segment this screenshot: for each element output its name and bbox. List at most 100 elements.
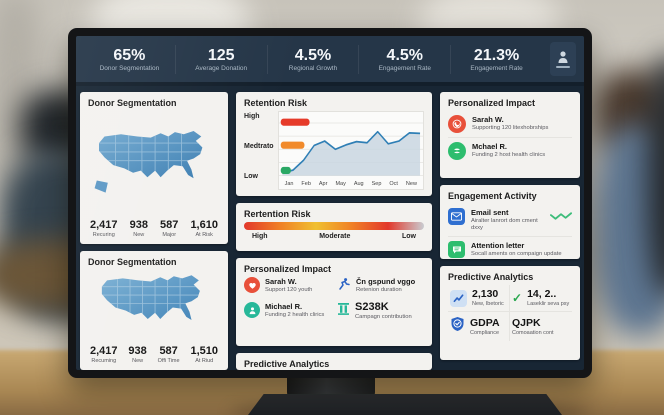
alaska-shape: [94, 180, 108, 193]
activity-desc: Socall aments on compaign update: [471, 251, 562, 257]
chat-bubble-icon: [448, 241, 465, 258]
stat-new: 938 New: [128, 345, 146, 364]
stat-value: 1,610: [190, 219, 218, 231]
activity-row-email: Email sent Airalter lanrort dom cment dx…: [448, 204, 572, 236]
check-icon: ✓: [512, 291, 523, 305]
left-column: Donor Segmentation: [80, 92, 228, 370]
pa-value: GDPA: [470, 316, 500, 329]
sparkline: [550, 208, 572, 226]
risk-gradient-bar: [244, 222, 424, 230]
kpi-donor-segmentation: 65% Donor Segmentation: [84, 45, 175, 74]
trend-up-icon: [450, 289, 467, 307]
impact-item-retention: Čn gspund vggo Retenion duration: [337, 277, 424, 296]
layers-icon: [448, 142, 466, 160]
kpi-average-donation: 125 Average Donation: [174, 44, 267, 74]
stat-recurring: 2,417 Recuming: [90, 345, 118, 364]
user-avatar-button[interactable]: [549, 42, 576, 76]
area-chart-svg: [278, 118, 423, 176]
us-map: [101, 275, 200, 321]
panel-title: Retention Risk: [244, 98, 308, 108]
x-label: Feb: [301, 181, 311, 187]
stat-at-risk: 1,610 At Risk: [190, 219, 218, 238]
impact-desc: Supporting 120 litexhobrships: [472, 125, 549, 131]
panel-title: Personalized Impact: [244, 264, 332, 274]
kpi-value: 4.5%: [386, 46, 424, 64]
legend-bar-high: [280, 118, 310, 126]
chart-line: [281, 130, 420, 174]
panel-title: Personalized Impact: [448, 98, 536, 108]
y-label-moderate: Medtrato: [244, 143, 274, 150]
stat-value: 938: [129, 219, 148, 231]
donor-stats: 2,417 Recuring 938 New 587 Major 1,610 A…: [88, 219, 220, 238]
panel-title: Predictive Analytics: [244, 359, 330, 369]
retention-risk-scale-panel: Rertention Risk High Moderate Low: [236, 203, 432, 251]
impact-name: S238K: [355, 301, 389, 313]
stat-label: New: [133, 232, 145, 238]
engagement-activity-panel: Engagement Activity Email sent Airalter …: [440, 185, 580, 259]
person-far-right: [648, 55, 664, 295]
stat-label: At Risk: [195, 232, 213, 238]
stat-label: Offi Time: [157, 358, 180, 364]
chart-y-labels: High Medtrato Low: [244, 111, 278, 190]
risk-scale-labels: High Moderate Low: [244, 233, 424, 240]
pa-cell-forecast: ✓ 14, 2.. Laseklir seva psy: [510, 285, 572, 311]
panel-title: Engagement Activity: [448, 191, 537, 201]
impact-desc: Campagn contribution: [355, 314, 412, 320]
x-label: Jan: [284, 181, 294, 187]
impact-desc: Funding 2 health clirics: [265, 312, 325, 318]
pa-value: 14, 2..: [527, 288, 557, 300]
kpi-label: Regional Growth: [288, 64, 338, 72]
pa-label: Comoaation cont: [512, 329, 554, 336]
x-label: Oct: [389, 181, 398, 187]
activity-row-letter: Attention letter Socall aments on compai…: [448, 236, 572, 259]
legend-bar-moderate: [280, 141, 305, 149]
impact-row-michael: Mchael R. Funding 2 host health clinics: [448, 137, 572, 164]
impact-item-sarah: Sarah W. Support 120 youth: [244, 277, 331, 296]
shield-check-icon: [450, 316, 465, 337]
impact-item-campaign: S238K Campagn contribution: [337, 302, 424, 321]
pa-label: Laseklir seva psy: [527, 301, 570, 307]
x-label: Apr: [318, 181, 328, 187]
stat-value: 587: [159, 345, 178, 357]
kpi-value: 4.5%: [294, 46, 332, 64]
donation-heart-icon: [448, 115, 466, 133]
stat-label: Recuming: [91, 358, 117, 364]
x-label: Aug: [353, 181, 364, 187]
stat-at-risk: 1,510 At Riud: [190, 345, 218, 364]
person-icon: [244, 302, 260, 318]
pa-cell-gdpa: GDPA Compliance: [448, 311, 510, 341]
stat-label: New: [132, 358, 144, 364]
personalized-impact-panel-mid: Personalized Impact Sarah W. Support 120…: [236, 258, 432, 346]
predictive-analytics-stub-panel: Predictive Analytics: [236, 353, 432, 370]
impact-name: Sarah W.: [472, 115, 504, 124]
pa-cell-new-historic: 2,130 New, Ibetoric: [448, 285, 510, 311]
y-label-low: Low: [244, 173, 258, 180]
donor-segmentation-panel-bottom: Donor Segmentation: [80, 251, 228, 370]
x-label: Sep: [371, 181, 382, 187]
x-label: May: [335, 181, 346, 187]
kpi-label: Average Donation: [195, 64, 248, 72]
middle-column: Retention Risk High Medtrato Low: [236, 92, 432, 370]
chart-area: [281, 131, 420, 176]
stat-value: 938: [128, 345, 147, 357]
stat-value: 2,417: [90, 345, 118, 357]
stat-major: 587 Major: [160, 219, 178, 238]
scale-label-low: Low: [402, 233, 416, 240]
scale-label-high: High: [252, 233, 268, 240]
stat-value: 1,510: [190, 345, 218, 357]
donor-segmentation-panel-top: Donor Segmentation: [80, 92, 228, 244]
kpi-bar: 65% Donor Segmentation 125 Average Donat…: [76, 36, 584, 86]
donor-stats: 2,417 Recuming 938 New 587 Offi Time 1,5…: [88, 345, 220, 364]
panel-title: Predictive Analytics: [448, 272, 534, 282]
stat-label: Recuring: [92, 232, 115, 238]
impact-item-michael: Michael R. Funding 2 health clirics: [244, 302, 331, 321]
kpi-value: 65%: [113, 46, 146, 64]
monitor: 65% Donor Segmentation 125 Average Donat…: [68, 28, 592, 378]
stat-recurring: 2,417 Recuring: [90, 219, 118, 238]
kpi-label: Engagement Rate: [470, 64, 523, 72]
predictive-analytics-panel: Predictive Analytics 2,130 New, Ibetoric…: [440, 266, 580, 360]
impact-desc: Retenion duration: [356, 287, 402, 293]
panel-title: Donor Segmentation: [88, 257, 177, 267]
stat-label: At Riud: [195, 358, 214, 364]
impact-name: Michael R.: [265, 302, 303, 311]
